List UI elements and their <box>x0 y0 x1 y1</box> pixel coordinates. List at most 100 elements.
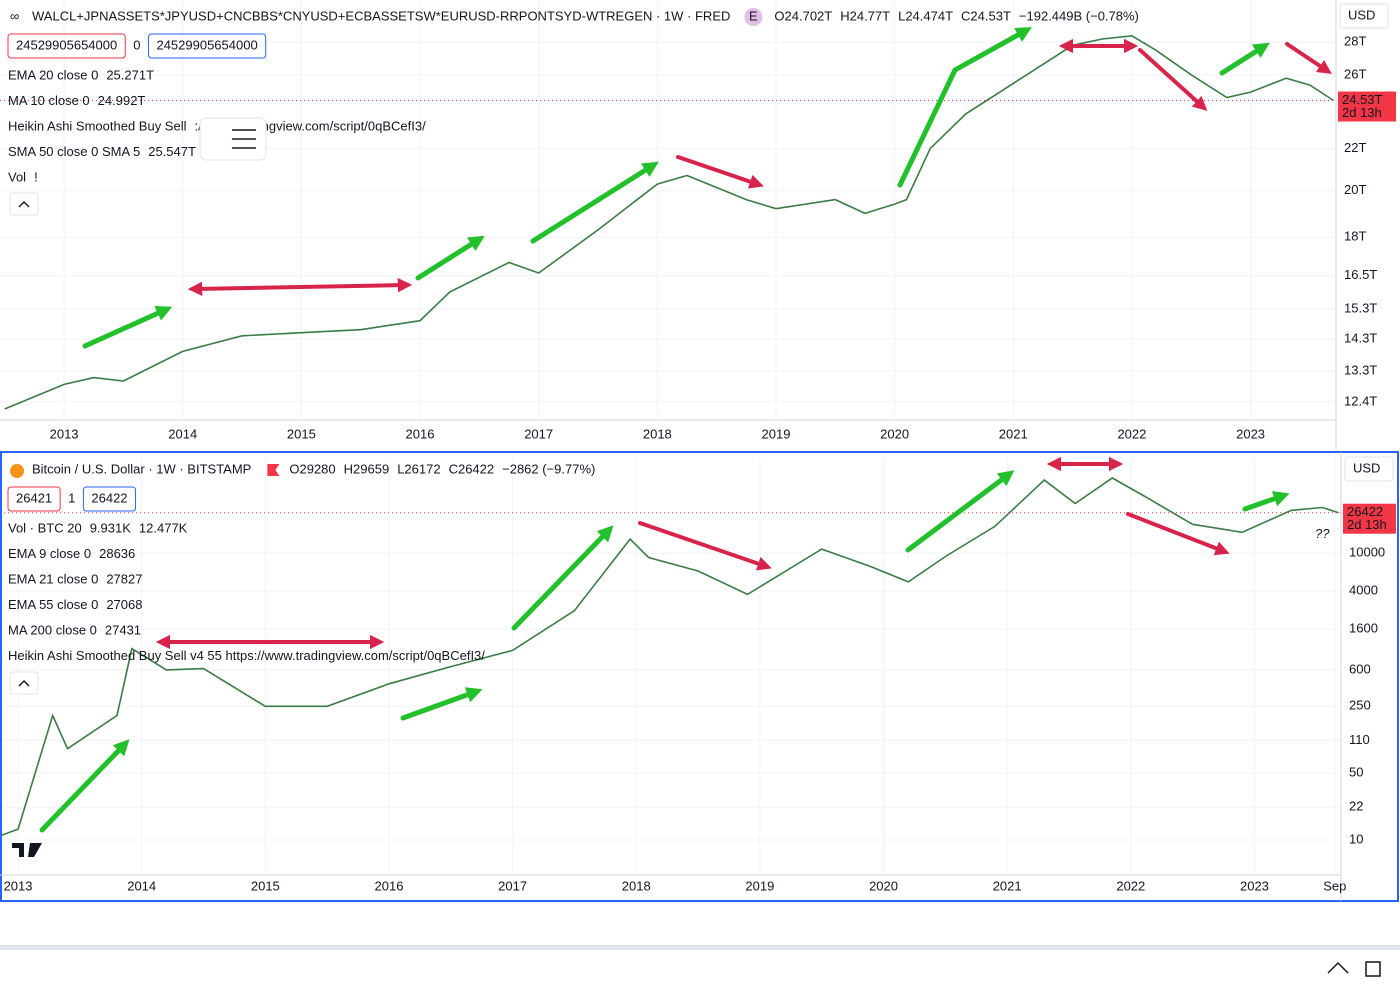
currency[interactable]: USD <box>1353 460 1380 475</box>
green-arrow <box>415 235 485 281</box>
last-price-tag <box>1338 91 1396 122</box>
x-tick-label: 2023 <box>1240 878 1269 893</box>
last-price-label: 24.53T <box>1342 92 1383 107</box>
x-tick-label: 2013 <box>50 426 79 441</box>
x-tick-label: 2021 <box>993 878 1022 893</box>
y-tick-label: 14.3T <box>1344 330 1377 345</box>
collapse-icon[interactable] <box>1327 961 1349 974</box>
x-tick-label: 2015 <box>287 426 316 441</box>
indicator-name: EMA 21 close 0 <box>8 571 98 586</box>
bottom-panel <box>0 950 1400 990</box>
indicator-value: ! <box>34 169 38 184</box>
y-tick-label: 50 <box>1349 765 1363 780</box>
indicator-name: Vol <box>8 169 26 184</box>
input-box[interactable] <box>82 486 137 512</box>
green-arrow <box>905 470 1015 553</box>
collapse-legend-button[interactable] <box>9 192 39 216</box>
y-tick-label: 13.3T <box>1344 362 1377 377</box>
currency-button[interactable] <box>1339 3 1389 29</box>
indicator-name: Vol · BTC 20 <box>8 520 82 535</box>
x-tick-label: 2014 <box>127 878 156 893</box>
indicator-name: MA 200 close 0 <box>8 622 97 637</box>
y-tick-label: 22T <box>1344 140 1366 155</box>
change: −192.449B (−0.78%) <box>1019 8 1139 23</box>
ohlc-value: 26422 <box>458 461 494 476</box>
indicator-value: 27827 <box>106 571 142 586</box>
last-price-label: 26422 <box>1347 504 1383 519</box>
collapse-legend-button[interactable] <box>9 671 39 695</box>
indicator-value: 25.271T <box>106 67 154 82</box>
annotation: ?? <box>1315 526 1330 541</box>
toolbar <box>0 903 1400 945</box>
currency[interactable]: USD <box>1348 7 1375 22</box>
indicator-name: EMA 55 close 0 <box>8 597 98 612</box>
event-badge: E <box>749 8 758 23</box>
maximize-icon[interactable] <box>1365 961 1381 977</box>
red-arrow <box>676 155 764 189</box>
x-tick-label: 2021 <box>999 426 1028 441</box>
x-tick-label: 2020 <box>869 878 898 893</box>
countdown: 2d 13h <box>1347 517 1387 532</box>
change: −2862 (−9.77%) <box>502 461 595 476</box>
symbol-icon <box>10 464 24 478</box>
countdown: 2d 13h <box>1342 105 1382 120</box>
input-separator: 0 <box>133 37 140 52</box>
x-tick-label: 2016 <box>375 878 404 893</box>
input-box[interactable] <box>7 486 61 512</box>
symbol-icon: ∞ <box>10 8 19 23</box>
green-arrow <box>1219 42 1270 76</box>
red-arrow <box>1285 42 1332 74</box>
indicator-name: EMA 20 close 0 <box>8 67 98 82</box>
widget-icon[interactable] <box>232 129 256 149</box>
flag <box>267 464 280 476</box>
input-box[interactable] <box>147 33 267 59</box>
red-arrow <box>1126 512 1230 556</box>
red-arrow <box>638 521 772 571</box>
x-tick-label: 2018 <box>643 426 672 441</box>
y-tick-label: 26T <box>1344 66 1366 81</box>
indicator-value: 28636 <box>99 546 135 561</box>
floating-widget[interactable] <box>199 117 267 161</box>
x-tick-label: 2022 <box>1116 878 1145 893</box>
green-arrow <box>82 305 173 349</box>
x-tick-label: Sep <box>1323 878 1346 893</box>
input-box-value: 26421 <box>16 490 52 505</box>
green-arrow <box>530 161 659 244</box>
ohlc-label: O <box>774 8 784 23</box>
y-tick-label: 12.4T <box>1344 393 1377 408</box>
x-tick-label: 2017 <box>524 426 553 441</box>
symbol: WALCL+JPNASSETS*JPYUSD+CNCBBS*CNYUSD+ECB… <box>32 8 730 23</box>
currency-button[interactable] <box>1344 456 1394 482</box>
ohlc-label: C <box>961 8 970 23</box>
green-arrow <box>39 739 130 833</box>
ohlc-value: 29659 <box>353 461 389 476</box>
ohlc-label: H <box>344 461 353 476</box>
collapse-icon[interactable] <box>18 680 30 687</box>
indicator-name: SMA 50 close 0 SMA 5 <box>8 144 140 159</box>
symbol: Bitcoin / U.S. Dollar · 1W · BITSTAMP <box>32 461 251 476</box>
y-tick-label: 16.5T <box>1344 267 1377 282</box>
y-tick-label: 20T <box>1344 182 1366 197</box>
x-tick-label: 2017 <box>498 878 527 893</box>
indicator-name: Heikin Ashi Smoothed Buy Sell <box>8 118 187 133</box>
x-tick-label: 2016 <box>406 426 435 441</box>
y-tick-label: 4000 <box>1349 583 1378 598</box>
input-box-value: 24529905654000 <box>16 37 117 52</box>
logo <box>12 843 42 857</box>
indicator-name: EMA 9 close 0 <box>8 546 91 561</box>
annotation-arrows <box>39 27 1332 833</box>
x-tick-label: 2020 <box>880 426 909 441</box>
x-tick-label: 2014 <box>168 426 197 441</box>
price-line <box>0 477 1339 837</box>
input-box[interactable] <box>7 33 126 59</box>
green-arrow <box>897 67 958 188</box>
data-layer <box>0 34 1396 837</box>
indicator-name: MA 10 close 0 <box>8 93 90 108</box>
collapse-icon[interactable] <box>18 201 30 208</box>
y-tick-label: 110 <box>1349 732 1370 747</box>
x-tick-label: 2015 <box>251 878 280 893</box>
indicator-value: 9.931K <box>90 520 132 535</box>
